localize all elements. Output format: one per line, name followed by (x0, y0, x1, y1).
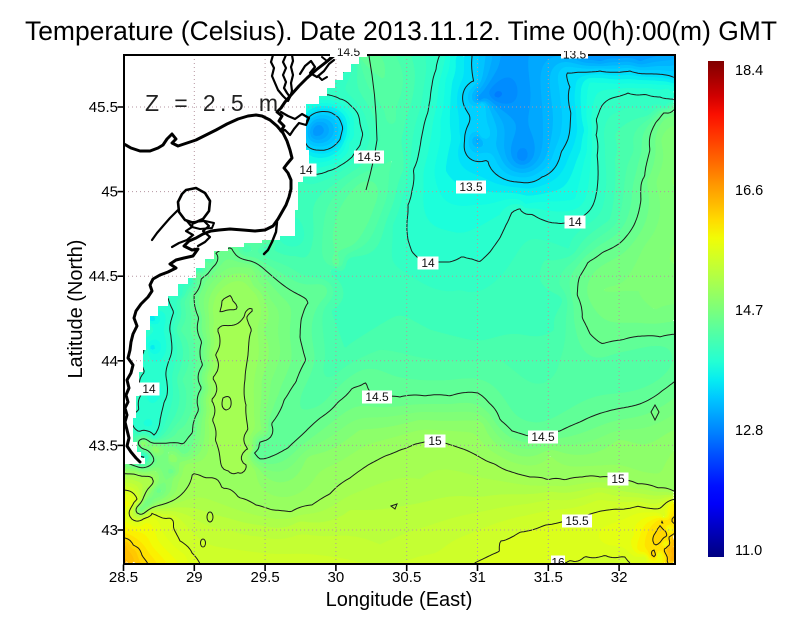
svg-text:16: 16 (551, 556, 565, 570)
svg-text:43.5: 43.5 (89, 437, 118, 454)
svg-text:14.5: 14.5 (337, 45, 361, 59)
svg-text:14.5: 14.5 (357, 150, 381, 164)
svg-text:15: 15 (611, 472, 625, 486)
svg-text:44: 44 (101, 353, 118, 370)
svg-text:14: 14 (299, 163, 313, 177)
svg-text:14: 14 (568, 215, 582, 229)
svg-text:15: 15 (428, 434, 442, 448)
svg-text:12.8: 12.8 (735, 423, 763, 439)
svg-text:13.5: 13.5 (563, 48, 587, 62)
svg-text:30.5: 30.5 (392, 569, 421, 586)
svg-text:31: 31 (469, 569, 486, 586)
svg-text:45.5: 45.5 (89, 99, 118, 116)
svg-text:28.5: 28.5 (109, 569, 138, 586)
svg-text:Longitude (East): Longitude (East) (326, 589, 473, 611)
svg-text:14.5: 14.5 (531, 430, 555, 444)
svg-text:29: 29 (186, 569, 203, 586)
svg-text:43: 43 (101, 522, 118, 539)
svg-text:14: 14 (421, 256, 435, 270)
svg-text:31.5: 31.5 (534, 569, 563, 586)
svg-text:Temperature (Celsius). Date 20: Temperature (Celsius). Date 2013.11.12. … (25, 16, 777, 46)
svg-text:Z = 2.5 m: Z = 2.5 m (145, 90, 282, 116)
svg-text:32: 32 (611, 569, 628, 586)
svg-text:15.5: 15.5 (565, 514, 589, 528)
svg-text:44.5: 44.5 (89, 268, 118, 285)
svg-text:13.5: 13.5 (459, 180, 483, 194)
svg-text:30: 30 (328, 569, 345, 586)
svg-text:18.4: 18.4 (735, 63, 763, 79)
svg-text:14.7: 14.7 (735, 303, 763, 319)
svg-text:Latitude (North): Latitude (North) (65, 240, 87, 379)
svg-text:11.0: 11.0 (735, 543, 762, 559)
svg-text:14.5: 14.5 (365, 390, 389, 404)
svg-text:29.5: 29.5 (250, 569, 279, 586)
svg-text:16.6: 16.6 (735, 183, 763, 199)
svg-text:45: 45 (101, 184, 118, 201)
svg-text:14: 14 (142, 382, 156, 396)
